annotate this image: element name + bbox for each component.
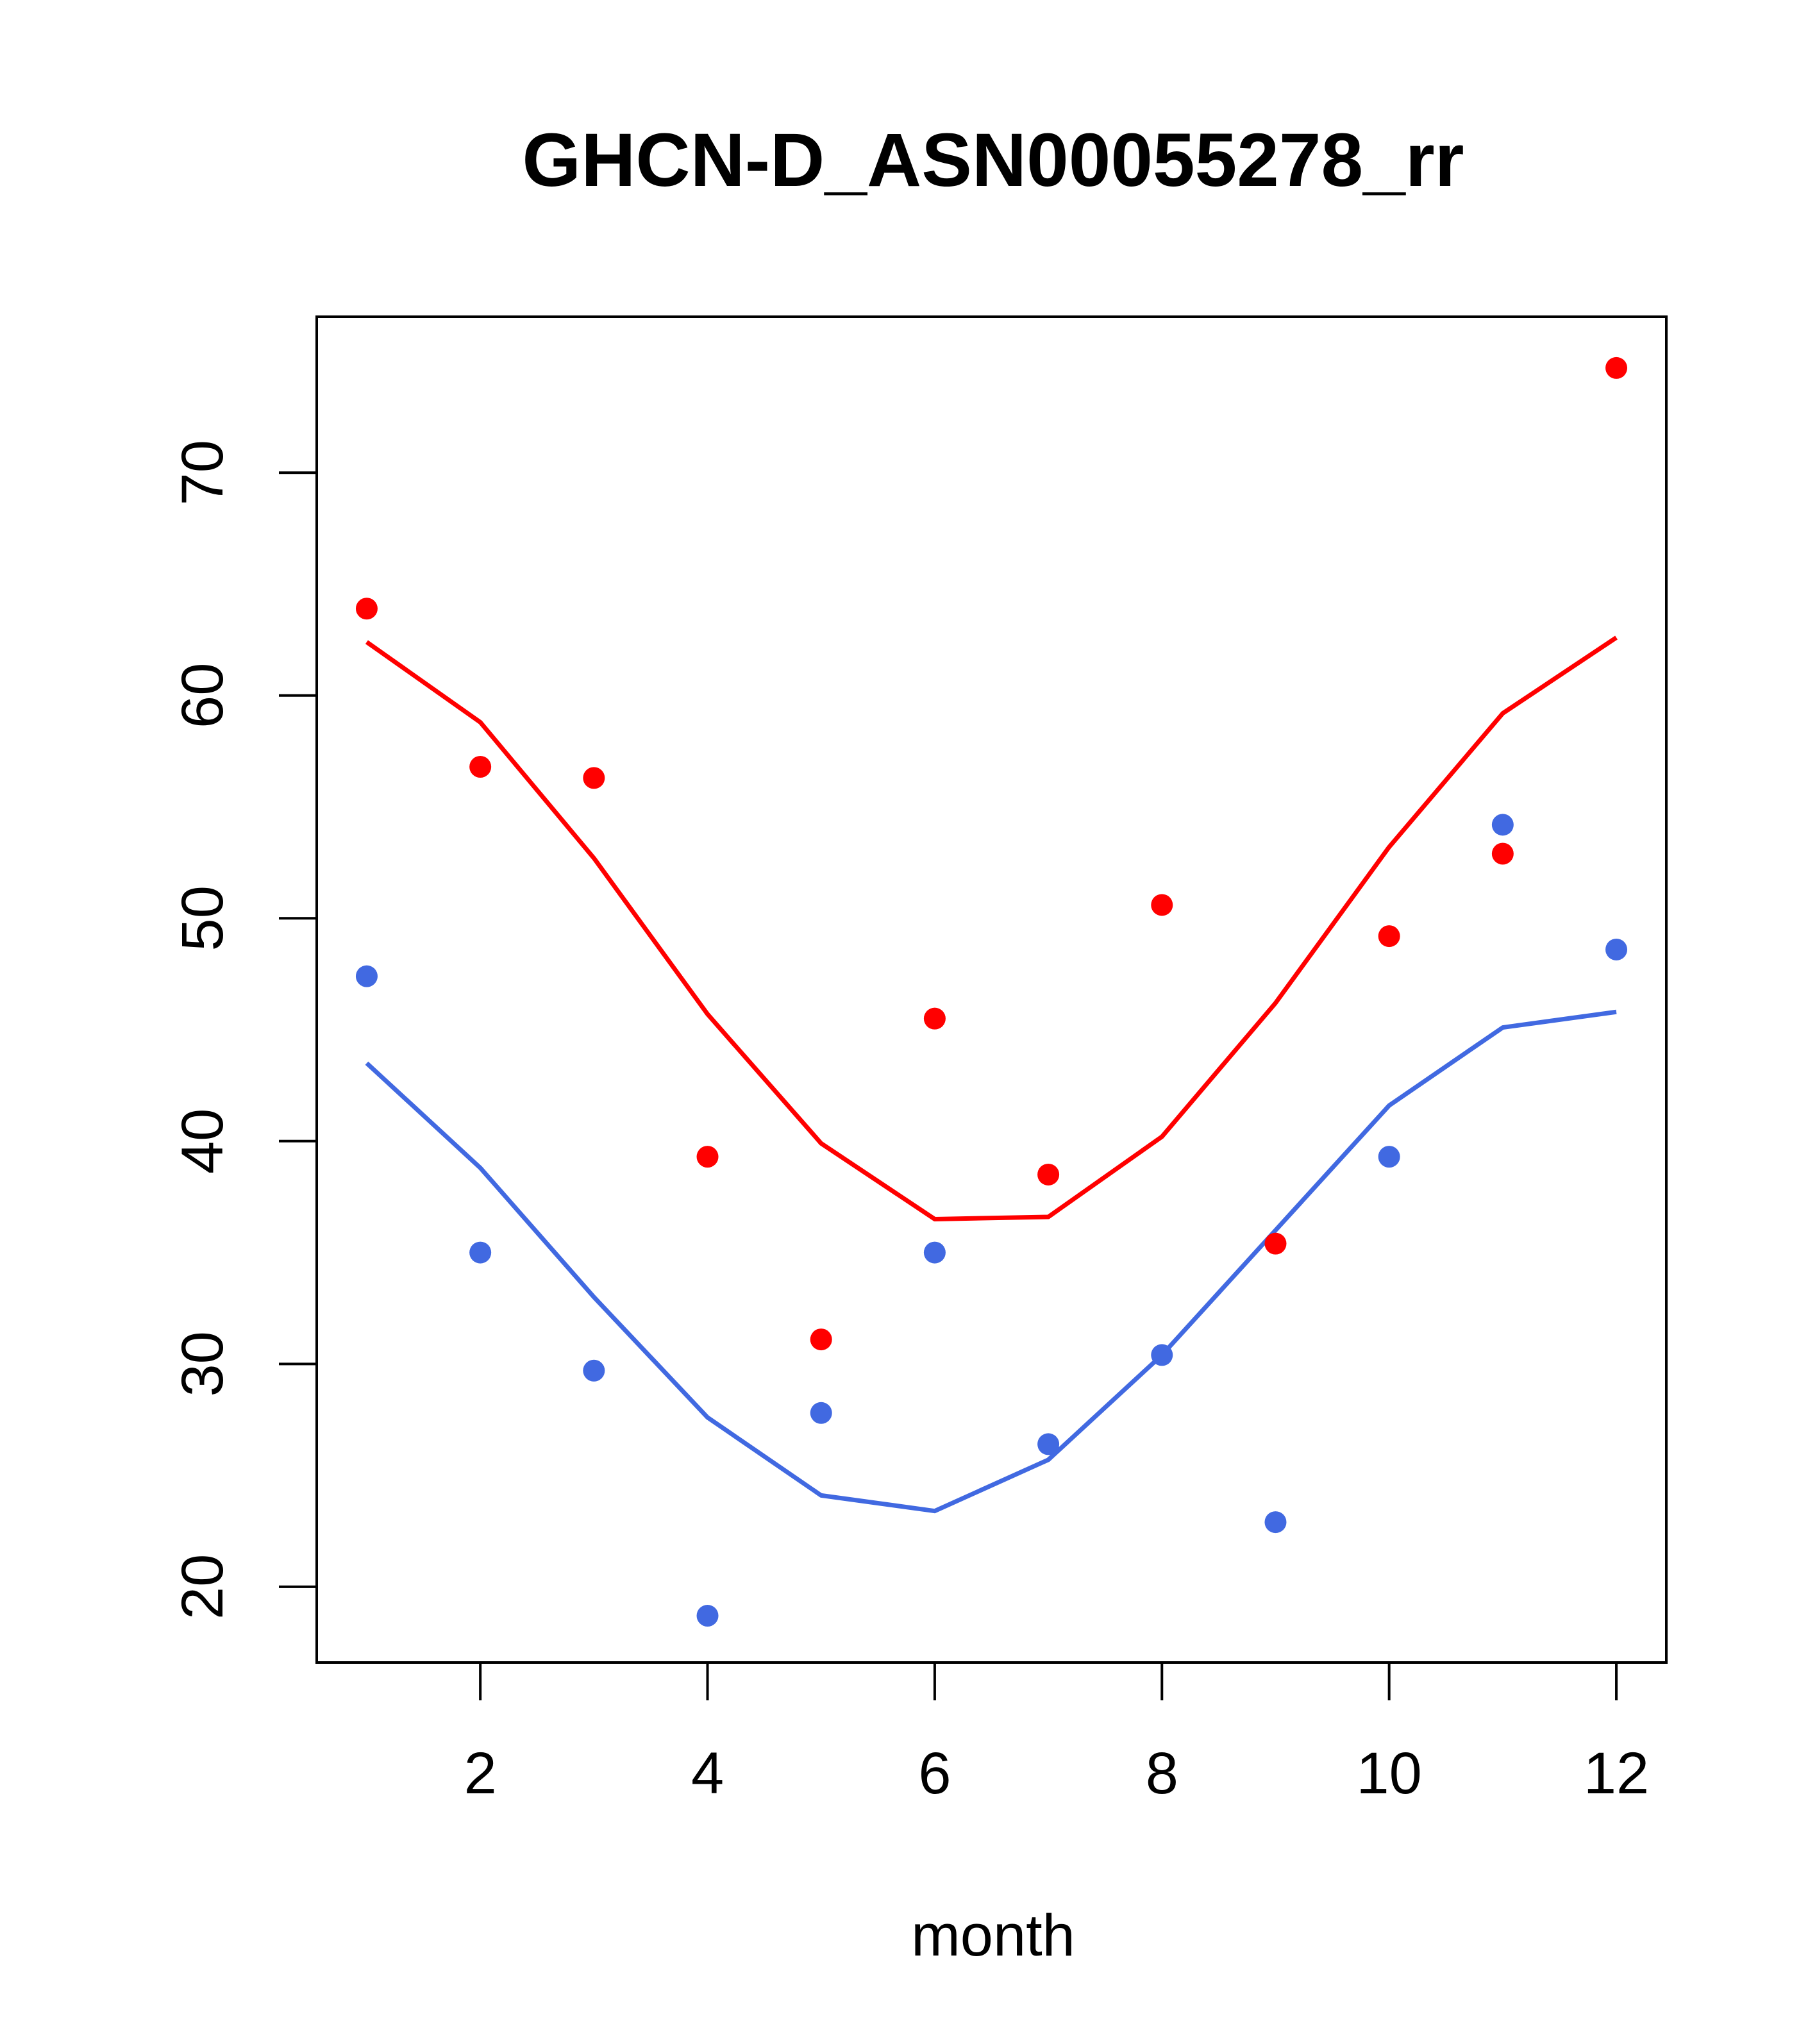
y-axis: 20 30 40 50 60 70 <box>170 440 318 1620</box>
data-point <box>923 1007 946 1030</box>
data-point <box>469 1241 492 1264</box>
x-tick-label: 4 <box>691 1741 724 1806</box>
data-point <box>1037 1433 1060 1455</box>
data-point <box>1151 1344 1173 1366</box>
series-points <box>355 356 1628 1627</box>
y-tick-label: 40 <box>170 1109 235 1174</box>
data-point <box>355 965 378 987</box>
data-point <box>923 1241 946 1264</box>
x-axis-label: month <box>911 1903 1075 1968</box>
data-point <box>810 1328 832 1351</box>
y-tick-label: 70 <box>170 440 235 505</box>
data-point <box>1264 1232 1287 1255</box>
plot-frame <box>315 315 1668 1664</box>
y-tick-label: 60 <box>170 663 235 728</box>
data-point <box>1605 356 1628 379</box>
data-point <box>1151 894 1173 916</box>
y-tick-label: 20 <box>170 1554 235 1620</box>
data-point <box>1037 1163 1060 1185</box>
x-axis: 2 4 6 8 10 12 <box>464 1661 1649 1806</box>
data-point <box>1491 842 1514 865</box>
x-tick-label: 12 <box>1584 1741 1649 1806</box>
series-line <box>365 635 1618 1221</box>
data-point <box>583 1359 605 1382</box>
data-point <box>583 767 605 789</box>
data-point <box>1491 814 1514 836</box>
chart-title: GHCN-D_ASN00055278_rr <box>522 118 1464 203</box>
data-point <box>1378 925 1400 948</box>
data-point <box>355 598 378 620</box>
series-line <box>365 1009 1617 1514</box>
data-point <box>696 1146 719 1168</box>
x-tick-label: 6 <box>918 1741 951 1806</box>
x-tick-label: 10 <box>1356 1741 1421 1806</box>
x-tick-label: 8 <box>1146 1741 1178 1806</box>
data-point <box>696 1605 719 1627</box>
data-point <box>469 755 492 778</box>
data-point <box>1605 938 1628 960</box>
y-tick-label: 50 <box>170 885 235 951</box>
x-tick-label: 2 <box>464 1741 497 1806</box>
data-point <box>1378 1146 1400 1168</box>
data-point <box>1264 1511 1287 1534</box>
y-tick-label: 30 <box>170 1331 235 1396</box>
series-lines <box>365 635 1618 1514</box>
data-point <box>810 1402 832 1424</box>
